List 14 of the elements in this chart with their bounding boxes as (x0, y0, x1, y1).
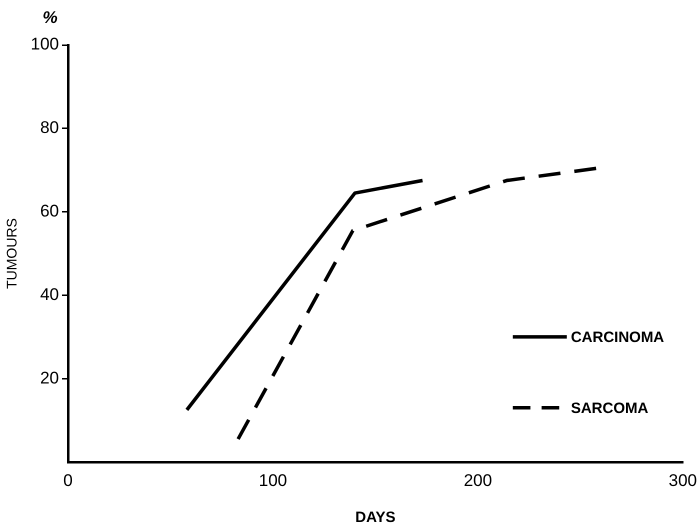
x-tick-label: 200 (464, 470, 492, 490)
y-tick-label: 20 (40, 368, 59, 388)
legend-label: CARCINOMA (570, 329, 664, 346)
y-tick-label: 80 (40, 118, 59, 138)
x-axis-title: DAYS (355, 509, 396, 526)
y-tick-label: 40 (40, 284, 59, 304)
x-tick-label: 0 (63, 470, 73, 490)
y-axis-title: TUMOURS (3, 218, 20, 289)
x-tick-label: 300 (668, 470, 698, 490)
y-tick-label: 100 (30, 34, 59, 54)
text: % (42, 8, 58, 28)
y-tick-label: 60 (40, 201, 59, 220)
x-tick-label: 100 (258, 470, 288, 490)
legend-label: SARCOMA (570, 400, 648, 417)
